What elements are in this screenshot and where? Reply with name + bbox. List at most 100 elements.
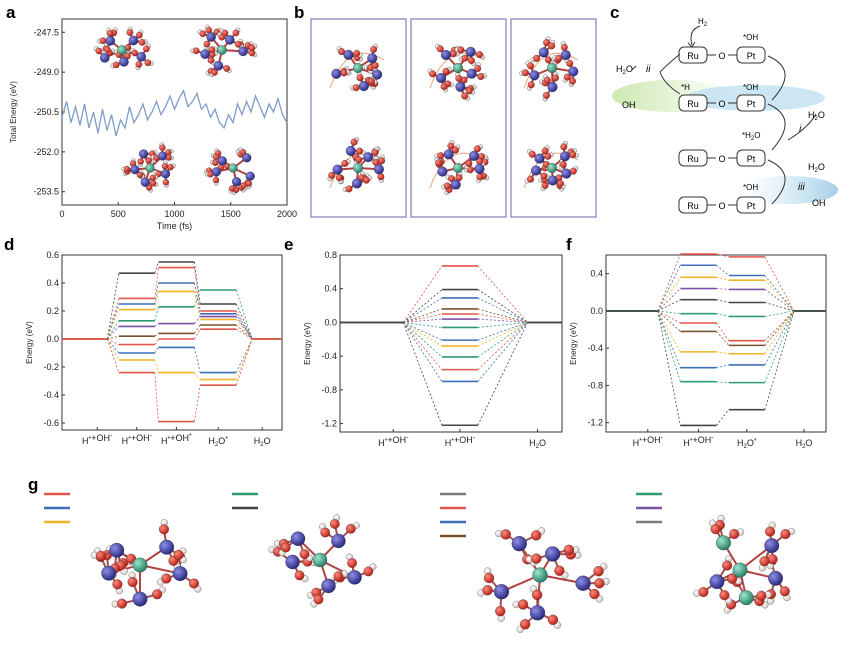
x-tick-label: H*+OH- <box>683 435 714 448</box>
panel-label-b: b <box>294 3 304 22</box>
ru-atom <box>535 154 545 164</box>
ru-atom <box>285 555 299 569</box>
ru-atom <box>212 167 221 176</box>
connector-dashed <box>658 300 681 311</box>
o-atom <box>548 43 555 50</box>
ru-atom <box>441 50 451 60</box>
connector-dashed <box>478 322 528 357</box>
connector-dashed <box>658 289 681 311</box>
ru-atom <box>141 178 150 187</box>
connector-dashed <box>403 319 442 322</box>
connector-dashed <box>658 277 681 311</box>
ru-atom <box>331 69 341 79</box>
ru-atom <box>232 177 241 186</box>
connector-dashed <box>478 314 528 322</box>
x-tick-label: H*+OH- <box>445 435 476 448</box>
y-tick-label: 0.4 <box>46 278 59 288</box>
oh-star-4: *OH <box>743 183 758 192</box>
o-atom <box>476 51 483 58</box>
plot-frame <box>606 255 826 432</box>
x-tick-label: 500 <box>111 209 126 219</box>
o-atom <box>212 160 218 166</box>
connector-dashed <box>716 277 728 280</box>
x-tick-label: H2O* <box>208 436 228 448</box>
connector-dashed <box>478 298 528 322</box>
ru-atom <box>372 70 382 80</box>
oh-label-right: OH <box>812 198 826 208</box>
arrow-ii-a <box>660 54 680 72</box>
o-atom <box>552 74 559 81</box>
o-atom <box>466 160 473 167</box>
ru-atom <box>451 180 461 190</box>
ru-atom <box>101 566 116 581</box>
x-axis-label: Time (fs) <box>157 221 192 231</box>
o-atom <box>139 39 145 45</box>
o-atom <box>96 551 106 561</box>
o-atom <box>444 183 451 190</box>
o-atom <box>363 177 370 184</box>
x-tick-label: H2O* <box>737 438 757 450</box>
y-tick-label: 0.6 <box>46 250 59 260</box>
o-atom <box>213 177 219 183</box>
ru-atom <box>363 152 373 162</box>
connector-dashed <box>155 333 159 336</box>
connector-dashed <box>716 300 728 303</box>
o-atom <box>544 77 551 84</box>
o-atom <box>136 61 142 67</box>
ru-atom <box>438 167 448 177</box>
y-axis-label: Total Energy (eV) <box>9 81 18 143</box>
connector-dashed <box>107 336 119 339</box>
o-atom <box>370 46 377 53</box>
y-tick-label: -1.2 <box>587 418 603 428</box>
connector-dashed <box>403 298 442 322</box>
ru-atom <box>158 152 167 161</box>
o-atom <box>159 524 169 534</box>
o-atom <box>100 38 106 44</box>
ru-atom <box>291 532 305 546</box>
x-tick-label: 0 <box>59 209 64 219</box>
ru-atom <box>548 176 558 186</box>
ru-label-4: Ru <box>687 201 699 211</box>
step-ii: ii <box>646 64 651 75</box>
ru-atom <box>133 592 148 607</box>
o-atom <box>477 73 484 80</box>
o-atom <box>533 55 540 62</box>
y-tick-label: -249.0 <box>33 67 59 77</box>
o-atom <box>336 174 343 181</box>
connector-dashed <box>403 309 442 322</box>
o-atom <box>527 176 534 183</box>
o-atom <box>342 160 349 167</box>
ru-label-2: Ru <box>687 99 699 109</box>
ru-atom <box>159 540 174 555</box>
pt-atom <box>547 63 557 73</box>
connector-dashed <box>107 310 119 339</box>
pt-atom <box>353 63 363 73</box>
o-atom <box>347 558 356 567</box>
connector-dashed <box>765 311 794 365</box>
ru-atom <box>109 543 124 558</box>
o-atom <box>117 599 127 609</box>
ru-atom <box>494 584 509 599</box>
y-tick-label: 0.0 <box>324 317 337 327</box>
o-atom <box>356 148 363 155</box>
connector-dashed <box>107 273 119 339</box>
o-atom <box>711 524 721 534</box>
ru-label-3: Ru <box>687 154 699 164</box>
o-atom <box>223 65 229 71</box>
pt-atom <box>739 590 754 605</box>
y-axis-label: Energy (eV) <box>569 322 578 365</box>
o-atom <box>378 173 385 180</box>
o-atom <box>189 579 199 589</box>
step-i: i <box>799 124 802 135</box>
o-atom <box>468 57 475 64</box>
o-atom <box>527 62 534 69</box>
o-atom <box>241 182 247 188</box>
o-atom <box>353 50 360 57</box>
ru-atom <box>548 82 558 92</box>
o-atom <box>554 566 564 576</box>
connector-dashed <box>765 275 794 310</box>
pt-atom <box>733 563 748 578</box>
pt-label-2: Pt <box>747 99 756 109</box>
